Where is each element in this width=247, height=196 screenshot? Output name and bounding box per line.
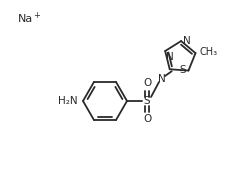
Text: N: N xyxy=(183,36,191,46)
Text: S: S xyxy=(180,64,186,74)
Text: S: S xyxy=(144,96,150,106)
Text: H₂N: H₂N xyxy=(58,96,78,106)
Text: O: O xyxy=(143,114,151,124)
Text: +: + xyxy=(33,11,40,19)
Text: O: O xyxy=(143,78,151,88)
Text: Na: Na xyxy=(18,14,33,24)
Text: N: N xyxy=(158,74,166,84)
Text: N: N xyxy=(166,52,174,62)
Text: CH₃: CH₃ xyxy=(200,47,218,57)
